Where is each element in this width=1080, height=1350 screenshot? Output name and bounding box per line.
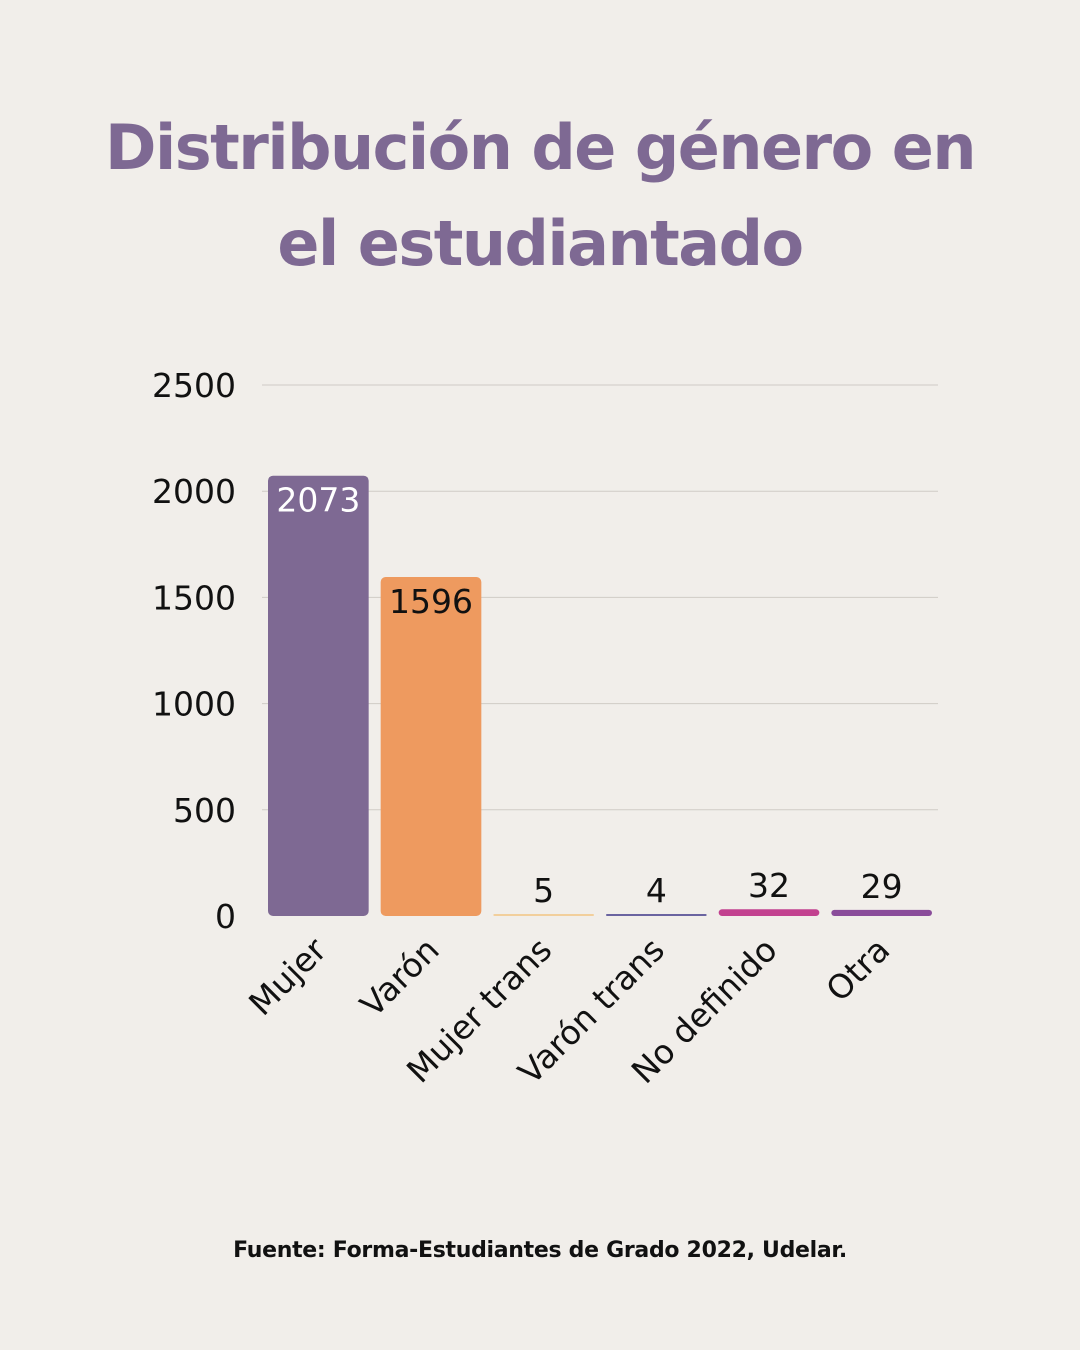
y-tick-label: 1500 [152, 578, 236, 617]
bar-otra [831, 909, 932, 916]
chart-title: Distribución de género en el estudiantad… [0, 100, 1080, 292]
bar-mujer-trans [493, 914, 594, 916]
y-tick-label: 0 [215, 897, 236, 936]
data-label: 32 [748, 866, 790, 905]
y-tick-label: 2000 [152, 472, 236, 511]
y-axis-tick-labels: 0 500 1000 1500 2000 2500 [152, 366, 236, 936]
source-note: Fuente: Forma-Estudiantes de Grado 2022,… [233, 1238, 847, 1263]
bar-mujer [268, 475, 369, 916]
data-label: 5 [533, 871, 554, 910]
gridlines [262, 384, 938, 811]
data-label: 4 [646, 871, 667, 910]
y-tick-label: 1000 [152, 685, 236, 724]
x-tick-label: Mujer [241, 930, 334, 1023]
x-tick-label: Otra [818, 930, 897, 1009]
data-label: 1596 [389, 582, 473, 621]
bar-varón [380, 577, 482, 916]
x-tick-label: Varón [352, 930, 446, 1024]
data-labels: 2073 1596 5 4 32 29 [276, 481, 902, 910]
y-tick-label: 500 [173, 791, 236, 830]
bars [268, 475, 932, 916]
bar-chart: 0 500 1000 1500 2000 2500 2073 1596 5 4 32 29 Muje… [152, 366, 938, 1092]
chart-title-line-1: Distribución de género en [104, 111, 977, 184]
data-label: 29 [861, 867, 903, 906]
bar-no-definido [718, 909, 820, 916]
bar-varón-trans [606, 914, 707, 916]
data-label: 2073 [276, 481, 360, 520]
chart-title-line-2: el estudiantado [277, 207, 804, 280]
y-tick-label: 2500 [152, 366, 236, 405]
